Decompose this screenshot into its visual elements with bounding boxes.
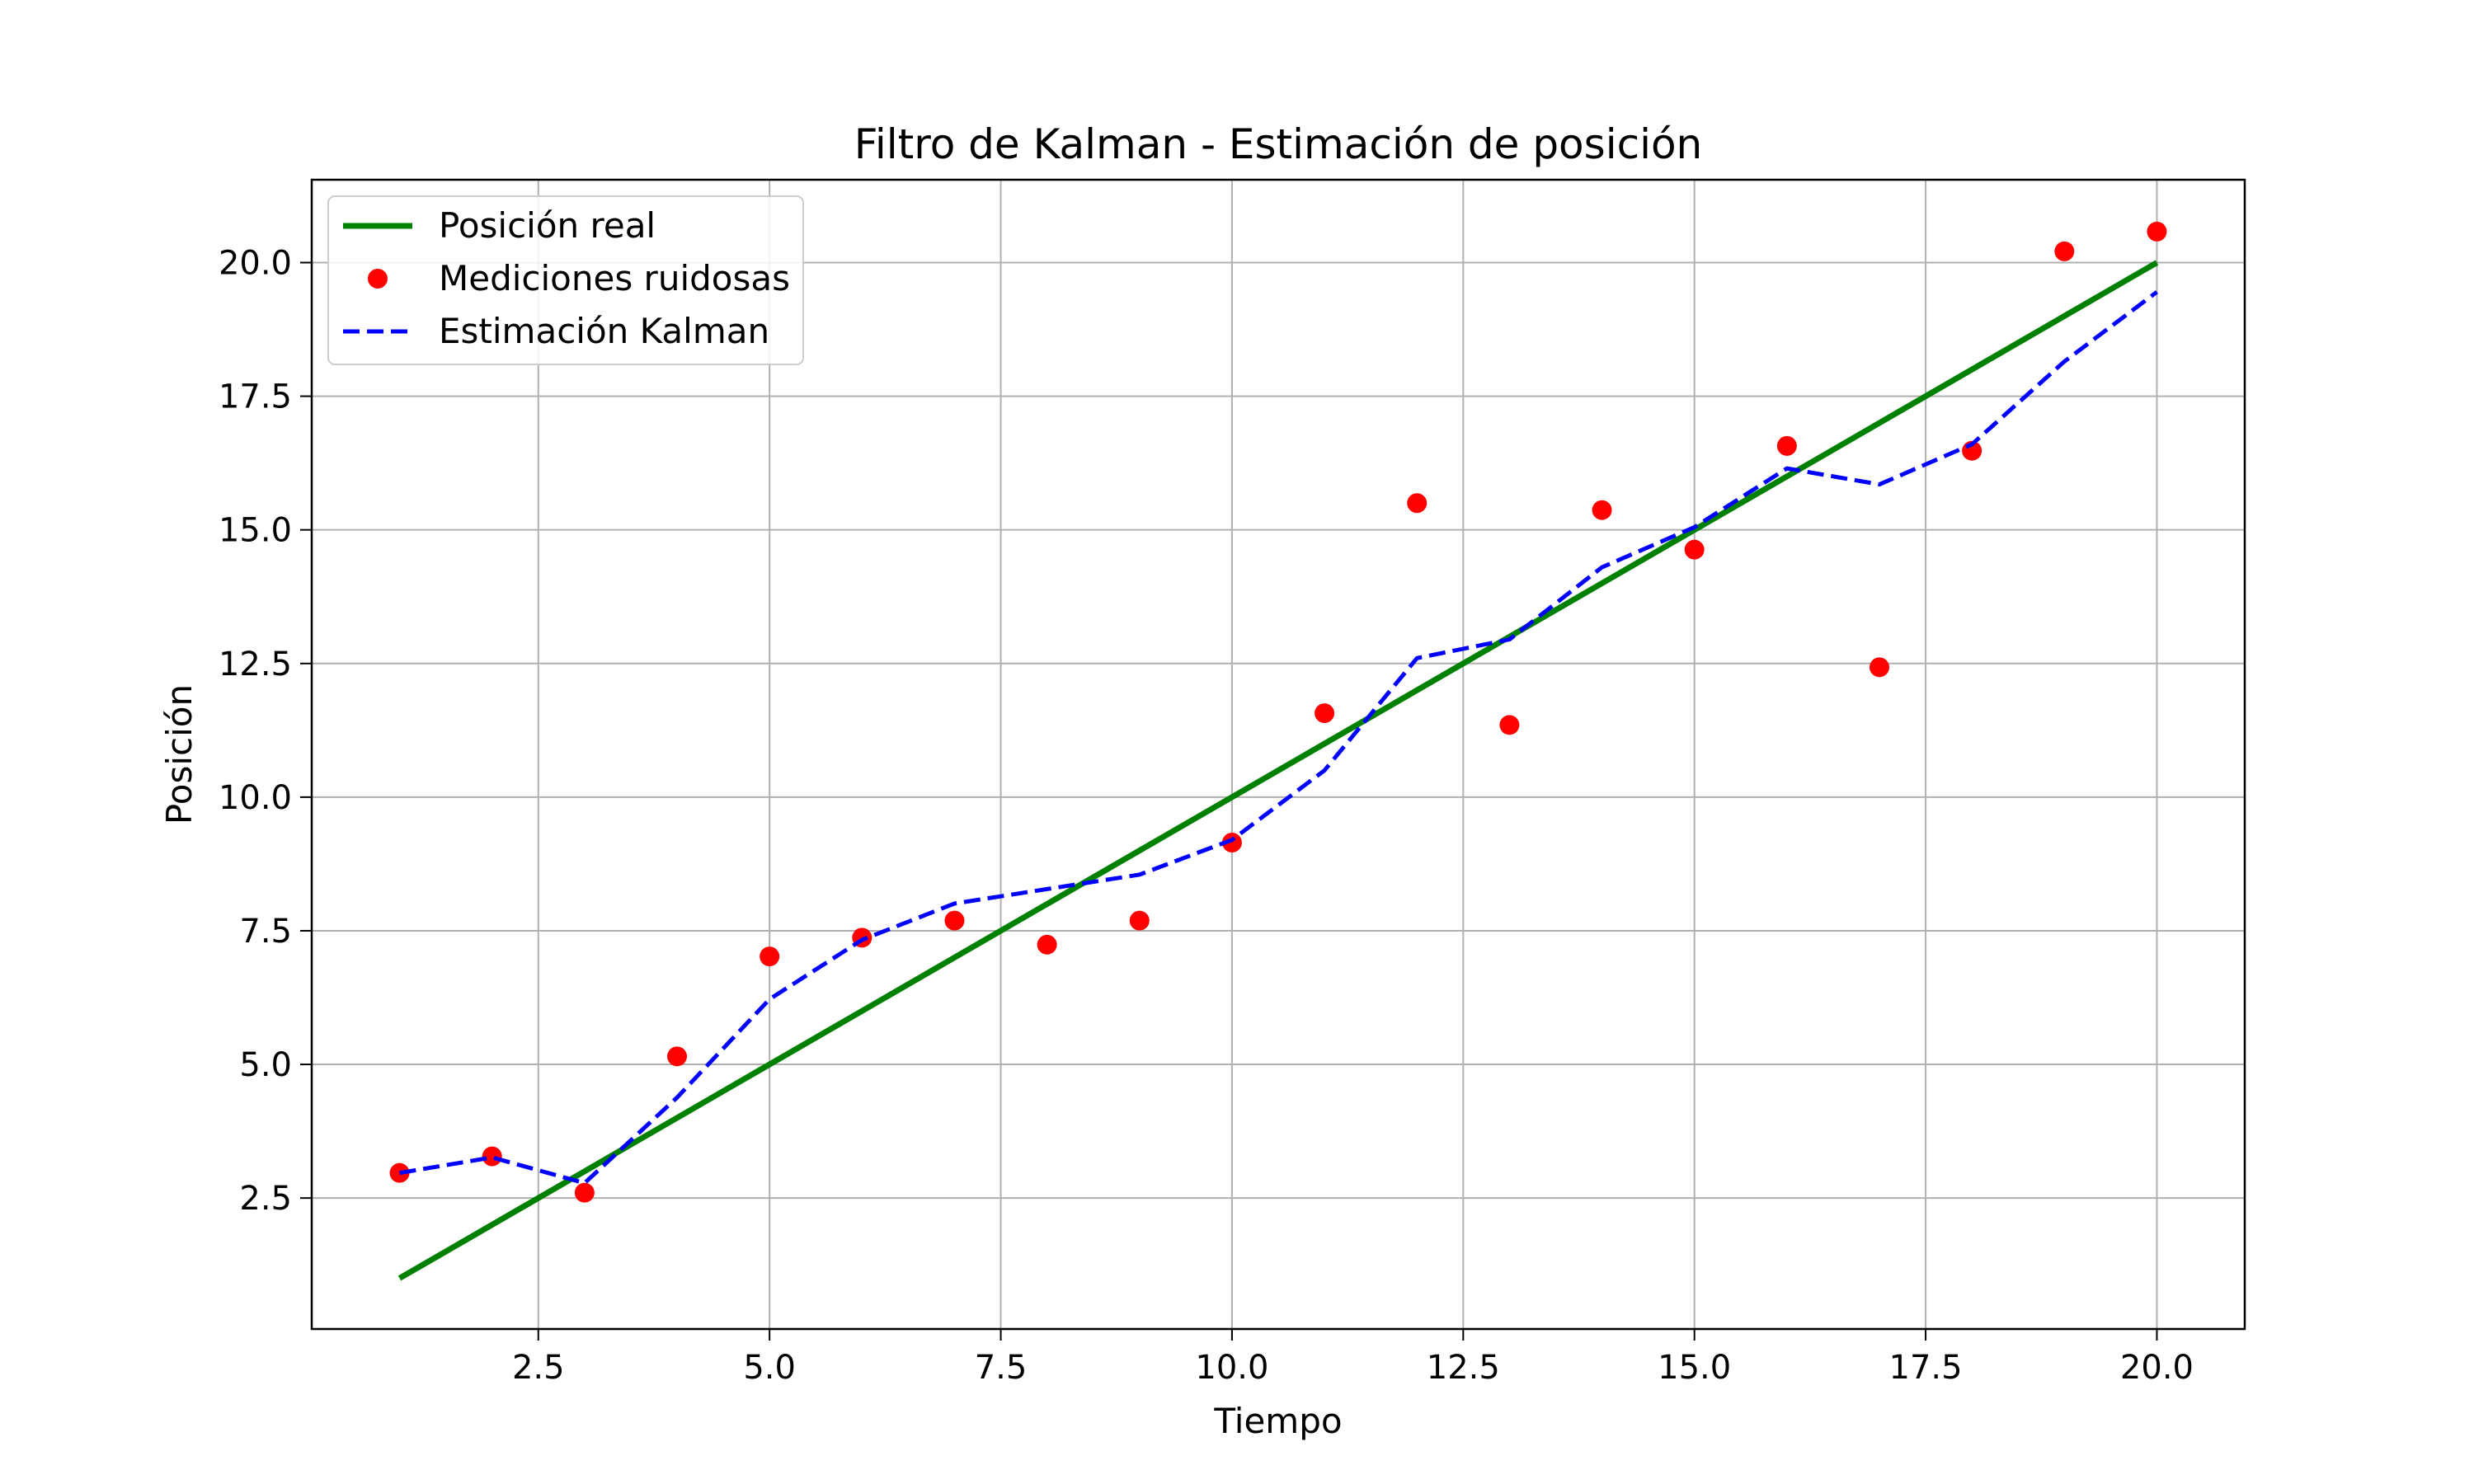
- measurement-point: [944, 910, 965, 931]
- measurement-point: [1315, 703, 1335, 724]
- legend-entry-label: Mediciones ruidosas: [439, 258, 790, 298]
- measurement-point: [1499, 715, 1520, 735]
- measurement-point: [574, 1182, 595, 1203]
- measurement-point: [1221, 832, 1242, 852]
- y-tick-label: 20.0: [219, 244, 292, 282]
- series-dashed-line: [399, 290, 2158, 1186]
- x-tick-label: 10.0: [1195, 1349, 1268, 1387]
- measurement-point: [2147, 221, 2167, 242]
- grid: [312, 180, 2245, 1329]
- y-tick-label: 17.5: [219, 378, 292, 416]
- x-tick-label: 17.5: [1889, 1349, 1963, 1387]
- legend-symbol: [368, 269, 388, 289]
- y-axis-label: Posición: [159, 684, 200, 824]
- kalman-estimate-line: [399, 290, 2158, 1186]
- y-tick-label: 15.0: [219, 512, 292, 550]
- measurement-point: [1592, 500, 1612, 520]
- measurement-point: [1776, 435, 1797, 456]
- legend-marker: [368, 269, 388, 289]
- x-tick-label: 12.5: [1427, 1349, 1500, 1387]
- series-layer: [389, 221, 2167, 1281]
- measurement-point: [1037, 934, 1057, 955]
- y-tick-label: 5.0: [239, 1046, 292, 1084]
- y-tick-label: 10.0: [219, 779, 292, 817]
- measurement-point: [1407, 493, 1427, 514]
- legend-box: [327, 195, 804, 365]
- series-line: [397, 260, 2159, 1281]
- measurement-point: [2054, 241, 2075, 261]
- x-axis-label: Tiempo: [1213, 1401, 1342, 1441]
- x-tick-label: 5.0: [743, 1349, 796, 1387]
- chart-title: Filtro de Kalman - Estimación de posició…: [854, 120, 1703, 168]
- plot-frame: [310, 178, 2246, 1331]
- y-tick-label: 7.5: [239, 913, 292, 951]
- legend: Posición real Mediciones ruidosas Estimaci…: [327, 195, 804, 365]
- legend-entry-label: Posición real: [439, 205, 656, 246]
- measurement-point: [1684, 539, 1705, 560]
- measurement-point: [1129, 910, 1150, 931]
- x-tick-label: 7.5: [975, 1349, 1028, 1387]
- measurement-point: [760, 946, 780, 967]
- measurement-point: [667, 1046, 688, 1067]
- series-scatter: [389, 221, 2167, 1203]
- x-tick-label: 2.5: [512, 1349, 565, 1387]
- measurement-point: [1869, 657, 1889, 678]
- real-position-line: [397, 260, 2159, 1281]
- y-tick-label: 12.5: [219, 646, 292, 683]
- x-tick-label: 15.0: [1658, 1349, 1731, 1387]
- ticks: 2.5 5.0 7.5 10.0 12.5 15.0 17.5 20.0 2.5 5.0 7.5 10…: [219, 244, 2194, 1387]
- measurement-point: [482, 1146, 502, 1167]
- legend-entry-label: Estimación Kalman: [439, 311, 769, 351]
- x-tick-label: 20.0: [2120, 1349, 2194, 1387]
- y-tick-label: 2.5: [239, 1180, 292, 1218]
